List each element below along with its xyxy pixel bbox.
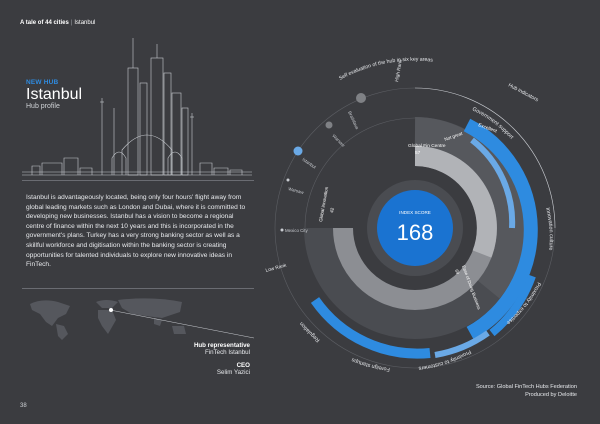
city-label-warsaw: Warsaw xyxy=(331,133,346,148)
hub-description: Istanbul is advantageously located, bein… xyxy=(26,194,246,269)
self-eval-title: Self evaluation of the hub in six key ar… xyxy=(338,57,434,82)
ranks-label: Global Fin Centre xyxy=(408,143,446,149)
producer-line: Produced by Deloitte xyxy=(525,392,577,398)
global-innovation-label: Global innovation xyxy=(318,186,329,222)
divider-bottom xyxy=(22,288,254,289)
ceo-role: CEO xyxy=(236,362,250,369)
city-label-bratislava: Bratislava xyxy=(347,110,360,130)
self-eval-arc-3 xyxy=(310,297,431,359)
city-dot-warsaw xyxy=(325,121,333,129)
city-label-warsaw-2: Warsaw xyxy=(288,186,305,195)
hub-indicators-label: Hub indicators xyxy=(507,82,539,103)
representative-role: Hub representative xyxy=(193,342,250,349)
header-title: A tale of 44 cities xyxy=(20,20,69,26)
low-rank-label: Low Rank xyxy=(265,262,288,273)
area-regulation: Regulation xyxy=(299,320,322,343)
header: A tale of 44 cities | Istanbul xyxy=(20,20,95,26)
self-eval-arc-2 xyxy=(470,137,516,229)
ease-of-business-value: 69 xyxy=(454,269,461,276)
ranks-value: 57 xyxy=(415,150,421,156)
city-label-mexico-city: Mexico City xyxy=(285,228,308,233)
page-number: 38 xyxy=(20,403,27,409)
global-innovation-value: 42 xyxy=(329,207,335,213)
city-dot-bratislava xyxy=(356,93,366,103)
city-dot-istanbul xyxy=(293,146,303,156)
source-note: Source: Global FinTech Hubs Federation P… xyxy=(400,383,577,399)
istanbul-map-marker xyxy=(109,308,113,312)
ceo-name: Selim Yazici xyxy=(216,369,250,376)
source-line: Source: Global FinTech Hubs Federation xyxy=(475,384,577,390)
high-rank-label: High Rank xyxy=(394,59,404,83)
istanbul-skyline-illustration xyxy=(22,38,252,176)
self-eval-arc-5 xyxy=(489,274,536,337)
city-dot-warsaw-2 xyxy=(286,178,290,182)
page-subtitle: Hub profile xyxy=(26,103,60,110)
index-score-center xyxy=(377,190,453,266)
self-eval-arc-4 xyxy=(434,330,490,358)
area-foreign-startups: Foreign startups xyxy=(351,356,391,372)
index-score-label: INDEX SCORE xyxy=(399,210,431,215)
city-dot-mexico-city xyxy=(280,228,284,232)
header-section: Istanbul xyxy=(74,20,96,26)
not-great-label: Not great xyxy=(444,131,464,142)
self-eval-arc-1 xyxy=(463,118,538,340)
world-map-illustration xyxy=(30,298,254,340)
city-label-istanbul: Istanbul xyxy=(301,157,316,170)
representative-organisation: FinTech Istanbul xyxy=(204,349,250,356)
header-separator: | xyxy=(70,20,73,26)
divider-top xyxy=(22,180,254,181)
area-innovation-culture: Innovation culture xyxy=(544,207,554,251)
kicker-new-hub: NEW HUB xyxy=(26,79,59,86)
page-title: Istanbul xyxy=(26,86,83,103)
hub-index-chart: Self evaluation of the hub in six key ar… xyxy=(265,57,556,372)
index-score-value: 168 xyxy=(397,220,434,245)
